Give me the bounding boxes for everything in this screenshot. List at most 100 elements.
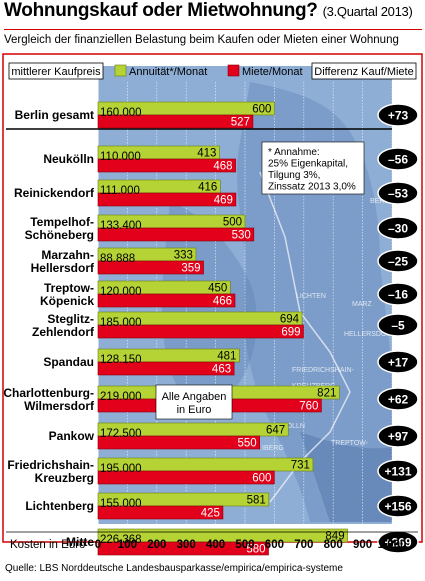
x-tick-label: 300: [177, 539, 196, 551]
category-label: Reinickendorf: [14, 186, 95, 200]
bar-value-miete: 469: [214, 195, 233, 207]
kaufpreis-header: mittlerer Kaufpreis: [11, 66, 101, 78]
differenz-value: –30: [388, 222, 408, 236]
x-axis-label: Kosten in Euro: [10, 539, 85, 551]
category-label: Mitte: [66, 535, 94, 549]
bar-value-annuitaet: 500: [223, 217, 242, 229]
differenz-badge: [377, 387, 419, 411]
bar-value-annuitaet: 333: [174, 250, 193, 262]
differenz-value: +62: [388, 393, 409, 407]
legend-swatch-miete: [227, 64, 240, 77]
bar-miete: [97, 158, 236, 173]
bar-value-miete: 463: [212, 364, 231, 376]
category-label: Neukölln: [43, 152, 94, 166]
category-label: Hellersdorf: [31, 261, 95, 275]
source-note: Quelle: LBS Norddeutsche Landesbausparka…: [5, 563, 343, 574]
differenz-value: +269: [384, 536, 411, 550]
grid-layer: [6, 82, 393, 524]
legend-label-annuitaet: Annuität*/Monat: [129, 66, 207, 78]
differenz-value: –25: [388, 255, 408, 269]
differenz-badge: [377, 147, 419, 171]
kaufpreis-value: 172.500: [100, 428, 142, 440]
differenz-value: –53: [388, 187, 408, 201]
bar-value-annuitaet: 731: [291, 460, 310, 472]
bar-value-miete: 600: [252, 473, 271, 485]
bar-value-miete: 468: [213, 161, 232, 173]
bar-miete: [97, 114, 254, 129]
bar-miete: [97, 324, 304, 339]
kaufpreis-value: 110.000: [100, 151, 141, 163]
bar-miete: [97, 541, 269, 556]
bar-miete: [97, 227, 255, 242]
map-label: HELLERSDORF: [344, 331, 396, 338]
x-axis: Kosten in Euro 0 100 200 300 400 500 600 700 800 9…: [6, 531, 418, 551]
differenz-value: +131: [384, 465, 411, 479]
chart-subtitle: Vergleich der finanziellen Belastung bei…: [4, 29, 422, 46]
differenz-badge: [377, 103, 419, 127]
bar-layer: [97, 101, 348, 556]
map-label: FRIEDRICHSHAIN-: [292, 367, 355, 374]
differenz-badge: [377, 350, 419, 374]
bar-miete: [97, 505, 224, 520]
bar-value-annuitaet: 581: [247, 495, 266, 507]
bar-value-miete: 550: [238, 438, 257, 450]
category-label: Kreuzberg: [35, 471, 94, 485]
bar-value-annuitaet: 413: [197, 148, 216, 160]
differenz-value: +97: [388, 430, 409, 444]
legend: mittlerer Kaufpreis Annuität*/Monat Miete/…: [8, 62, 417, 80]
category-label: Charlottenburg-: [3, 386, 94, 400]
x-tick-label: 200: [147, 539, 166, 551]
kaufpreis-value: 219.000: [100, 391, 142, 403]
differenz-badge: [377, 424, 419, 448]
bar-value-miete: 699: [281, 327, 300, 339]
bar-value-miete: 527: [231, 117, 250, 129]
category-label: Spandau: [43, 355, 94, 369]
bar-value-miete: 580: [246, 544, 265, 556]
differenz-value: –16: [388, 288, 408, 302]
bar-miete: [97, 435, 260, 450]
kaufpreis-value: 88.888: [100, 253, 135, 265]
map-river-line: [259, 171, 351, 503]
category-label: Marzahn-: [41, 248, 94, 262]
note-box: [155, 384, 233, 420]
differenz-badge: [377, 459, 419, 483]
category-label: Berlin gesamt: [15, 108, 94, 122]
bar-miete: [97, 293, 236, 308]
x-tick-label: 900: [353, 539, 372, 551]
note-line: Alle Angaben: [162, 391, 227, 403]
kaufpreis-value: 160.000: [100, 107, 142, 119]
bar-value-annuitaet: 647: [266, 425, 285, 437]
bar-value-miete: 760: [299, 401, 318, 413]
differenz-value: –56: [388, 153, 408, 167]
category-label: Tempelhof-: [30, 215, 94, 229]
bar-value-annuitaet: 600: [252, 104, 271, 116]
x-tick-label: 700: [294, 539, 313, 551]
differenz-value: –5: [391, 319, 405, 333]
bar-value-annuitaet: 416: [198, 182, 217, 194]
differenz-badge: [377, 530, 419, 554]
differenz-badge: [377, 249, 419, 273]
map-label: IBERG: [262, 445, 284, 452]
bar-value-annuitaet: 450: [208, 283, 227, 295]
x-tick-label: 400: [206, 539, 225, 551]
map-label: BERL: [370, 198, 388, 205]
differenz-value: +73: [388, 109, 409, 123]
differenz-badge: [377, 313, 419, 337]
kaufpreis-header-box: [8, 62, 104, 80]
bar-miete: [97, 192, 237, 207]
kaufpreis-value: 185.000: [100, 317, 142, 329]
category-label: Wilmersdorf: [24, 399, 95, 413]
bar-value-annuitaet: 694: [280, 314, 300, 326]
x-tick-label: 500: [235, 539, 254, 551]
bar-value-miete: 466: [213, 296, 232, 308]
x-tick-label: 800: [324, 539, 343, 551]
category-label: Treptow-: [44, 281, 94, 295]
bar-miete: [97, 260, 204, 275]
map-district-shape: [300, 432, 392, 522]
category-label: Köpenick: [40, 294, 94, 308]
bar-value-annuitaet: 821: [317, 388, 336, 400]
bar-miete: [97, 361, 235, 376]
kaufpreis-value: 111.000: [100, 185, 140, 197]
kaufpreis-value: 128.150: [100, 354, 142, 366]
differenz-value: +17: [388, 356, 409, 370]
